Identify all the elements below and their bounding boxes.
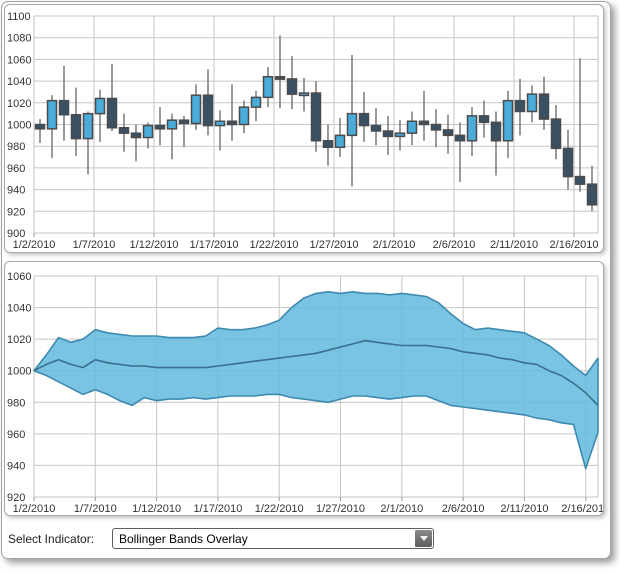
x-tick-label: 1/7/2010 (74, 503, 117, 515)
candle-body-up (82, 112, 94, 140)
candle-body-down (202, 94, 214, 127)
candle-body-up (394, 132, 406, 138)
x-tick-label: 1/17/2010 (193, 503, 242, 515)
candle-body-up (214, 120, 226, 127)
candle-body-down (286, 78, 298, 95)
x-tick-label: 1/7/2010 (73, 239, 116, 251)
candle-body-down (370, 124, 382, 132)
x-tick-label: 2/16/2010 (561, 503, 603, 515)
y-tick-label: 1040 (7, 303, 31, 315)
candle-body-up (334, 134, 346, 149)
y-tick-label: 980 (7, 397, 25, 409)
x-tick-label: 2/1/2010 (380, 503, 423, 515)
x-tick-label: 2/16/2010 (550, 239, 599, 251)
candle-body-down (490, 121, 502, 142)
x-tick-label: 1/22/2010 (250, 239, 299, 251)
x-tick-label: 1/22/2010 (255, 503, 304, 515)
y-tick-label: 960 (7, 163, 25, 175)
candle-body-down (586, 183, 598, 206)
y-tick-label: 940 (7, 460, 25, 472)
x-tick-label: 1/17/2010 (190, 239, 239, 251)
x-tick-label: 1/27/2010 (310, 239, 359, 251)
candle-body-up (502, 99, 514, 142)
y-tick-label: 1060 (7, 271, 31, 283)
select-indicator-label: Select Indicator: (8, 532, 95, 546)
candle-body-down (322, 140, 334, 149)
y-tick-label: 920 (7, 206, 25, 218)
x-tick-label: 2/11/2010 (490, 239, 538, 251)
y-tick-label: 1100 (7, 11, 31, 23)
candle-body-down (454, 134, 466, 142)
x-tick-label: 1/12/2010 (130, 239, 179, 251)
candle-body-down (418, 120, 430, 126)
price-chart-panel: 1100 1080 1060 1040 1020 1000 980 960 940 920 900 1… (4, 4, 604, 253)
bollinger-middle-line (33, 339, 599, 406)
y-tick-label: 1060 (7, 54, 31, 66)
y-tick-label: 960 (7, 429, 25, 441)
candlestick-chart: 1100108010601040102010009809609409209001… (7, 11, 599, 251)
candle-body-up (298, 92, 310, 97)
x-tick-label: 2/6/2010 (433, 239, 476, 251)
candle-body-down (382, 130, 394, 138)
candle-body-down (34, 123, 46, 130)
x-tick-label: 2/11/2010 (500, 503, 548, 515)
chevron-down-icon (419, 536, 428, 541)
y-tick-label: 920 (7, 492, 25, 504)
indicator-dropdown-value: Bollinger Bands Overlay (119, 532, 248, 546)
candle-body-up (190, 94, 202, 125)
bollinger-band-area (33, 291, 599, 470)
y-tick-label: 900 (7, 228, 25, 240)
candle-body-up (46, 99, 58, 130)
candle-body-down (478, 115, 490, 124)
y-tick-label: 1000 (7, 120, 31, 132)
app-window: 1100 1080 1060 1040 1020 1000 980 960 940 920 900 1… (1, 1, 611, 559)
candle-body-down (358, 112, 370, 127)
x-tick-label: 1/27/2010 (316, 503, 365, 515)
candle-body-up (526, 93, 538, 113)
candle-body-up (406, 120, 418, 134)
candle-body-down (538, 93, 550, 120)
x-tick-label: 1/12/2010 (132, 503, 181, 515)
candle-body-down (226, 120, 238, 126)
candle-body-up (166, 119, 178, 130)
x-tick-label: 1/2/2010 (13, 239, 56, 251)
indicator-chart-panel: 1060 1040 1020 1000 980 960 940 920 1/2/2010 1/7/… (4, 261, 604, 516)
candle-body-down (130, 132, 142, 139)
y-tick-label: 980 (7, 141, 25, 153)
candle-body-up (94, 97, 106, 115)
x-tick-label: 1/2/2010 (13, 503, 56, 515)
y-tick-label: 940 (7, 185, 25, 197)
candle-body-up (250, 96, 262, 108)
candle-body-up (142, 124, 154, 139)
candle-body-down (574, 175, 586, 185)
candle-body-down (118, 127, 130, 134)
y-tick-label: 1020 (7, 98, 31, 110)
candle-body-down (178, 119, 190, 125)
candle-body-up (262, 76, 274, 99)
candle-body-down (430, 123, 442, 131)
candle-body-down (550, 118, 562, 150)
y-tick-label: 1040 (7, 76, 31, 88)
x-tick-label: 2/1/2010 (373, 239, 416, 251)
candle-body-down (70, 113, 82, 140)
candle-body-down (154, 124, 166, 130)
candle-body-up (466, 115, 478, 142)
candle-body-down (562, 147, 574, 178)
y-tick-label: 1020 (7, 334, 31, 346)
dropdown-arrow-button[interactable] (415, 530, 432, 547)
candle-body-up (238, 106, 250, 126)
candle-body-down (58, 99, 70, 116)
y-tick-label: 1000 (7, 366, 31, 378)
candle-body-down (106, 97, 118, 129)
candle-body-down (274, 76, 286, 80)
candle-body-down (442, 129, 454, 137)
indicator-dropdown[interactable]: Bollinger Bands Overlay (112, 528, 434, 549)
y-tick-label: 1080 (7, 33, 31, 45)
candle-body-up (346, 112, 358, 137)
candle-body-down (514, 99, 526, 113)
candle-body-down (310, 92, 322, 142)
x-tick-label: 2/6/2010 (442, 503, 485, 515)
indicator-controls: Select Indicator: Bollinger Bands Overla… (4, 528, 608, 550)
